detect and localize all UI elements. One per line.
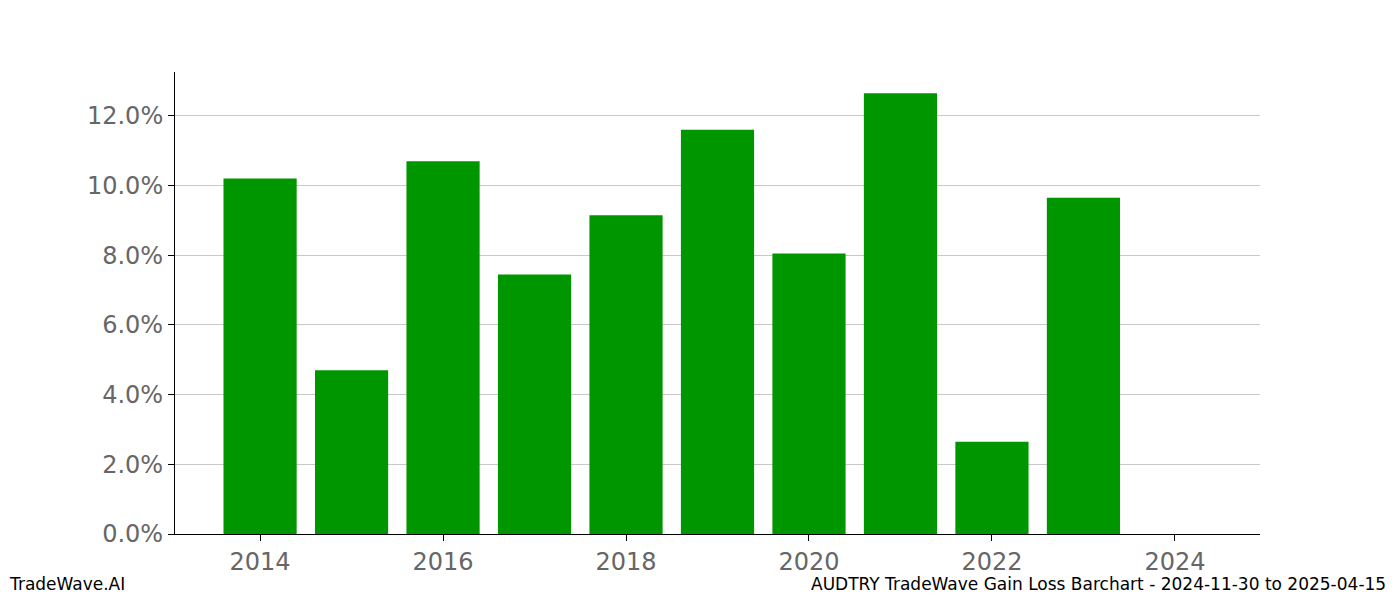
svg-text:TradeWave.AI: TradeWave.AI [9,574,125,594]
svg-text:4.0%: 4.0% [102,381,163,409]
svg-text:2.0%: 2.0% [102,451,163,479]
svg-text:2018: 2018 [595,548,656,576]
svg-text:8.0%: 8.0% [102,242,163,270]
svg-text:2016: 2016 [413,548,474,576]
svg-text:2020: 2020 [778,548,839,576]
svg-text:AUDTRY TradeWave Gain Loss Bar: AUDTRY TradeWave Gain Loss Barchart - 20… [811,574,1386,594]
svg-text:2024: 2024 [1144,548,1205,576]
svg-text:2022: 2022 [961,548,1022,576]
svg-text:2014: 2014 [230,548,291,576]
svg-text:0.0%: 0.0% [102,520,163,548]
svg-text:12.0%: 12.0% [87,102,163,130]
svg-text:6.0%: 6.0% [102,311,163,339]
svg-text:10.0%: 10.0% [87,172,163,200]
